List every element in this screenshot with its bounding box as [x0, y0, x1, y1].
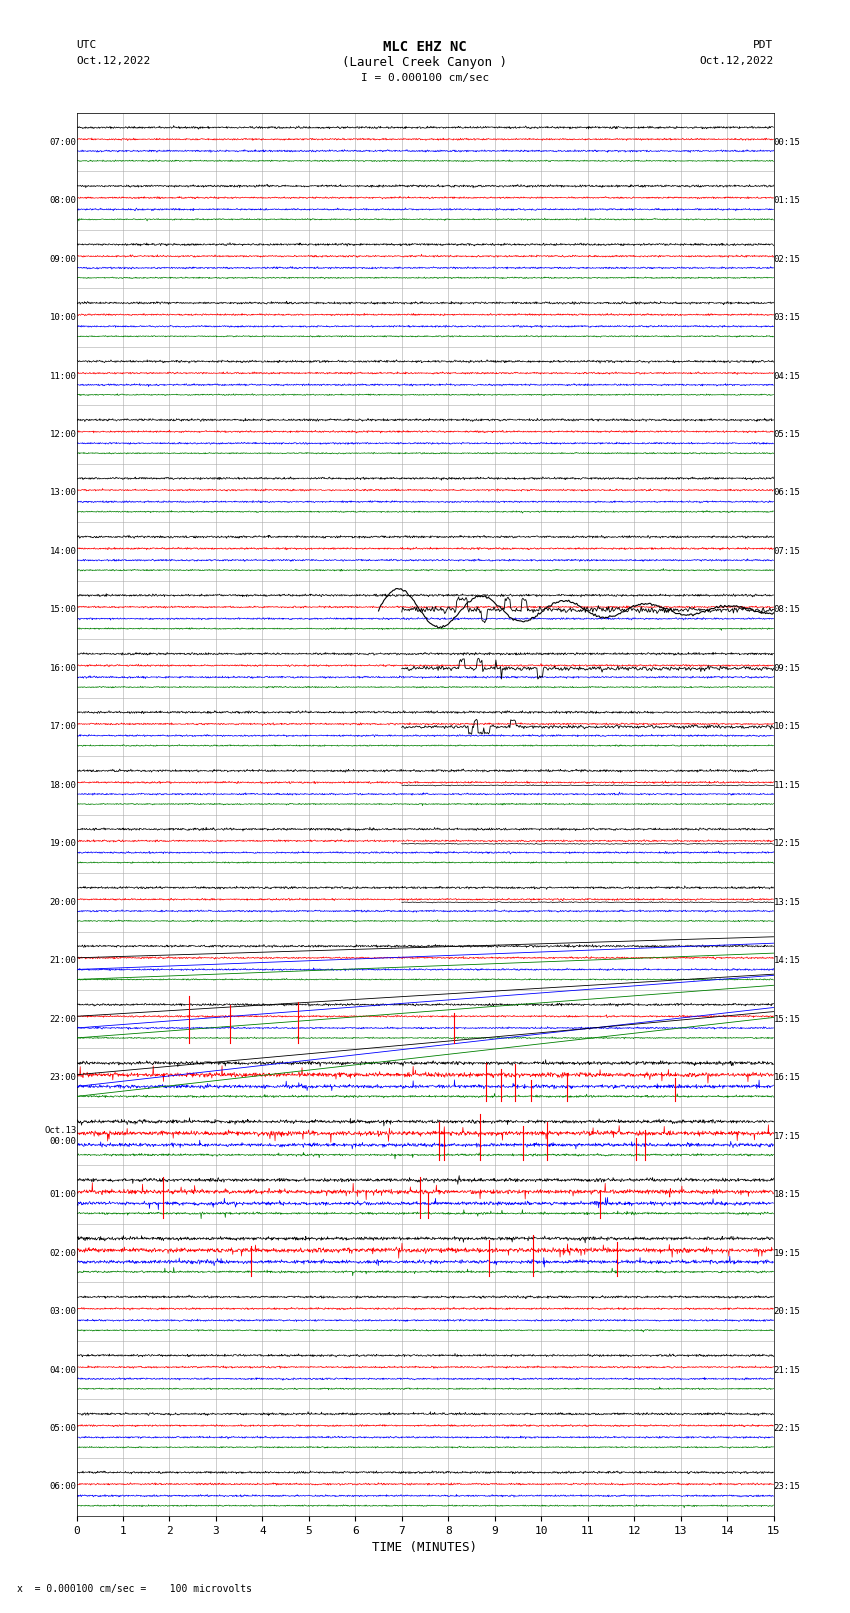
Text: 09:15: 09:15 — [774, 665, 801, 673]
Text: 03:00: 03:00 — [49, 1307, 76, 1316]
Text: MLC EHZ NC: MLC EHZ NC — [383, 40, 467, 55]
X-axis label: TIME (MINUTES): TIME (MINUTES) — [372, 1542, 478, 1555]
Text: 04:00: 04:00 — [49, 1366, 76, 1374]
Text: 00:15: 00:15 — [774, 137, 801, 147]
Text: 14:00: 14:00 — [49, 547, 76, 556]
Text: 02:15: 02:15 — [774, 255, 801, 263]
Text: I = 0.000100 cm/sec: I = 0.000100 cm/sec — [361, 73, 489, 82]
Text: 07:15: 07:15 — [774, 547, 801, 556]
Text: 15:00: 15:00 — [49, 605, 76, 615]
Text: 16:00: 16:00 — [49, 665, 76, 673]
Text: PDT: PDT — [753, 40, 774, 50]
Text: 17:00: 17:00 — [49, 723, 76, 731]
Text: Oct.12,2022: Oct.12,2022 — [76, 56, 150, 66]
Text: 01:00: 01:00 — [49, 1190, 76, 1198]
Text: Oct.13
00:00: Oct.13 00:00 — [44, 1126, 76, 1145]
Text: 08:00: 08:00 — [49, 197, 76, 205]
Text: 15:15: 15:15 — [774, 1015, 801, 1024]
Text: 23:00: 23:00 — [49, 1073, 76, 1082]
Text: 03:15: 03:15 — [774, 313, 801, 323]
Text: 10:00: 10:00 — [49, 313, 76, 323]
Text: 21:15: 21:15 — [774, 1366, 801, 1374]
Text: 07:00: 07:00 — [49, 137, 76, 147]
Text: 19:15: 19:15 — [774, 1248, 801, 1258]
Text: UTC: UTC — [76, 40, 97, 50]
Text: 10:15: 10:15 — [774, 723, 801, 731]
Text: 01:15: 01:15 — [774, 197, 801, 205]
Text: 05:00: 05:00 — [49, 1424, 76, 1432]
Text: 12:15: 12:15 — [774, 839, 801, 848]
Text: 05:15: 05:15 — [774, 431, 801, 439]
Text: 11:00: 11:00 — [49, 371, 76, 381]
Text: 12:00: 12:00 — [49, 431, 76, 439]
Text: 18:15: 18:15 — [774, 1190, 801, 1198]
Text: 08:15: 08:15 — [774, 605, 801, 615]
Text: 23:15: 23:15 — [774, 1482, 801, 1492]
Text: 18:00: 18:00 — [49, 781, 76, 790]
Text: x  = 0.000100 cm/sec =    100 microvolts: x = 0.000100 cm/sec = 100 microvolts — [17, 1584, 252, 1594]
Text: 22:00: 22:00 — [49, 1015, 76, 1024]
Text: 13:00: 13:00 — [49, 489, 76, 497]
Text: 04:15: 04:15 — [774, 371, 801, 381]
Text: 16:15: 16:15 — [774, 1073, 801, 1082]
Text: 19:00: 19:00 — [49, 839, 76, 848]
Text: 13:15: 13:15 — [774, 898, 801, 907]
Text: Oct.12,2022: Oct.12,2022 — [700, 56, 774, 66]
Text: 20:00: 20:00 — [49, 898, 76, 907]
Text: 11:15: 11:15 — [774, 781, 801, 790]
Text: 14:15: 14:15 — [774, 957, 801, 965]
Text: 17:15: 17:15 — [774, 1132, 801, 1140]
Text: 21:00: 21:00 — [49, 957, 76, 965]
Text: 20:15: 20:15 — [774, 1307, 801, 1316]
Text: 06:15: 06:15 — [774, 489, 801, 497]
Text: 22:15: 22:15 — [774, 1424, 801, 1432]
Text: (Laurel Creek Canyon ): (Laurel Creek Canyon ) — [343, 56, 507, 69]
Text: 06:00: 06:00 — [49, 1482, 76, 1492]
Text: 02:00: 02:00 — [49, 1248, 76, 1258]
Text: 09:00: 09:00 — [49, 255, 76, 263]
